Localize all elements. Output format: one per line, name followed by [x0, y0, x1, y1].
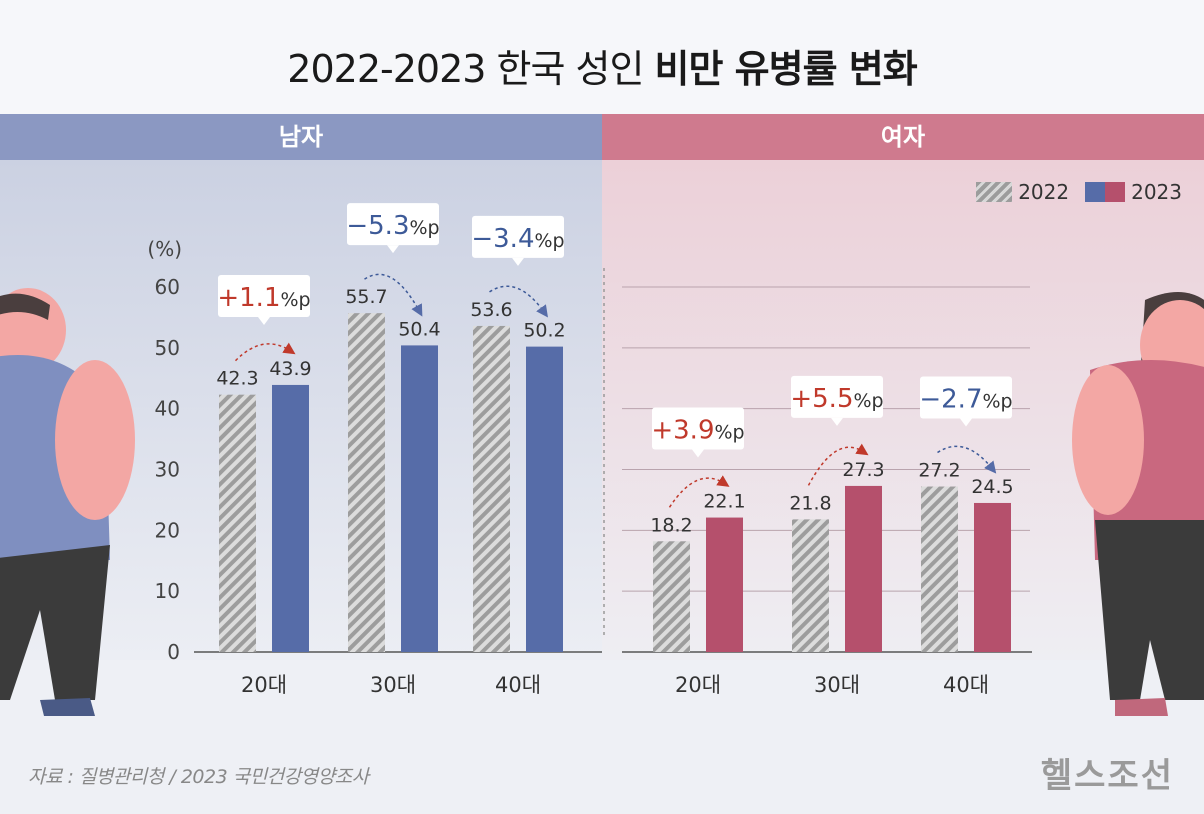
y-tick-label: 50 [155, 336, 180, 360]
change-badge-pointer [960, 418, 972, 427]
change-arrow [937, 445, 997, 474]
legend-item-2023: 2023 [1085, 180, 1182, 204]
change-arrow [364, 273, 423, 317]
legend-label-2022: 2022 [1018, 180, 1070, 204]
value-label-2023: 50.4 [398, 318, 440, 340]
brand-logo: 헬스조선 [1040, 756, 1174, 796]
change-badge: −5.3%p [346, 203, 440, 254]
page-title: 2022-2023 한국 성인 비만 유병률 변화 [0, 38, 1204, 93]
y-tick-label: 20 [155, 518, 180, 542]
change-badge-pointer [387, 245, 399, 254]
y-tick-label: 30 [155, 458, 180, 482]
bar-2022 [473, 325, 510, 652]
bar-2023 [845, 485, 882, 652]
value-label-2022: 53.6 [470, 299, 512, 321]
change-badge-text: −3.4%p [471, 224, 564, 254]
change-value: +5.5 [790, 384, 853, 414]
change-arrow [234, 342, 296, 362]
change-value: −3.4 [471, 224, 534, 254]
category-label: 40대 [495, 673, 541, 697]
category-label: 40대 [943, 673, 989, 697]
bar-2022 [219, 394, 256, 652]
change-badge-pointer [692, 449, 704, 458]
category-label: 30대 [370, 673, 416, 697]
change-value: +3.9 [651, 416, 714, 446]
change-value: −2.7 [919, 385, 982, 415]
bar-2023 [526, 346, 563, 652]
value-label-2023: 43.9 [269, 358, 311, 380]
bar-2022 [653, 541, 690, 652]
change-badge-text: −5.3%p [346, 211, 439, 241]
y-tick-label: 0 [167, 640, 180, 664]
change-badge: +1.1%p [217, 274, 311, 325]
bar-2022 [792, 519, 829, 652]
change-badge: −3.4%p [471, 215, 565, 266]
bar-2023 [706, 517, 743, 652]
change-badge-bg [920, 376, 1012, 419]
value-label-2022: 21.8 [789, 492, 831, 514]
change-badge: +5.5%p [790, 375, 884, 426]
value-label-2023: 50.2 [523, 320, 565, 342]
title-bold: 비만 유병률 변화 [654, 47, 918, 91]
change-badge-text: +3.9%p [651, 416, 744, 446]
legend-swatch-2022 [976, 182, 1013, 202]
change-badge-bg [652, 407, 744, 450]
change-badge-pointer [512, 257, 524, 266]
y-axis-unit: (%) [147, 237, 182, 261]
legend: 2022 2023 [960, 180, 1182, 204]
legend-label-2023: 2023 [1131, 180, 1182, 204]
value-label-2022: 18.2 [650, 514, 692, 536]
change-badge-bg [347, 203, 439, 246]
change-value: −5.3 [346, 211, 409, 241]
male-header: 남자 [0, 114, 602, 160]
change-badge-pointer [258, 316, 270, 325]
man-figure-icon [0, 288, 135, 716]
bar-2022 [348, 313, 385, 652]
change-badge: +3.9%p [651, 407, 745, 458]
bar-2022 [921, 486, 958, 652]
category-label: 20대 [675, 673, 721, 697]
category-label: 20대 [241, 673, 287, 697]
change-badge-text: −2.7%p [919, 385, 1012, 415]
y-tick-label: 10 [155, 579, 180, 603]
value-label-2023: 27.3 [842, 459, 884, 481]
bar-2023 [272, 384, 309, 652]
change-badge: −2.7%p [919, 376, 1013, 427]
change-badge-bg [218, 274, 310, 317]
value-label-2023: 22.1 [703, 491, 745, 513]
title-regular: 2022-2023 한국 성인 [287, 47, 644, 91]
value-label-2023: 24.5 [971, 476, 1013, 498]
y-tick-label: 60 [155, 275, 180, 299]
source-note: 자료 : 질병관리청 / 2023 국민건강영양조사 [28, 766, 369, 788]
change-unit: %p [983, 391, 1013, 413]
change-unit: %p [535, 230, 565, 252]
change-unit: %p [715, 422, 745, 444]
title-bar [0, 0, 1204, 114]
value-label-2022: 55.7 [345, 286, 387, 308]
change-badge-text: +5.5%p [790, 384, 883, 414]
change-value: +1.1 [217, 283, 280, 313]
legend-swatch-2023-female [1105, 182, 1126, 202]
change-arrow [807, 443, 869, 486]
change-badge-text: +1.1%p [217, 283, 310, 313]
female-header: 여자 [602, 114, 1204, 160]
change-badge-bg [472, 215, 564, 258]
legend-swatch-2023-male [1085, 182, 1106, 202]
change-badge-bg [791, 375, 883, 418]
change-unit: %p [281, 289, 311, 311]
bar-2023 [401, 345, 438, 652]
bar-2023 [974, 502, 1011, 652]
change-unit: %p [410, 217, 440, 239]
legend-item-2022: 2022 [976, 180, 1069, 204]
category-label: 30대 [814, 673, 860, 697]
change-badge-pointer [831, 417, 843, 426]
change-unit: %p [854, 390, 884, 412]
change-arrow [668, 475, 730, 508]
y-tick-label: 40 [155, 397, 180, 421]
woman-figure-icon [1072, 292, 1204, 716]
value-label-2022: 42.3 [216, 368, 258, 390]
value-label-2022: 27.2 [918, 460, 960, 482]
